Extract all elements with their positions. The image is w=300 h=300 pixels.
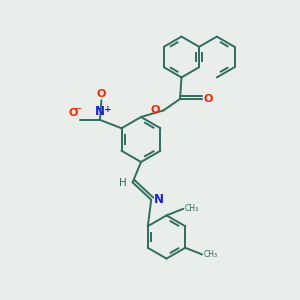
Text: CH₃: CH₃ (203, 250, 217, 259)
Text: O: O (151, 105, 160, 115)
Text: H: H (119, 178, 127, 188)
Text: O: O (97, 89, 106, 99)
Text: CH₃: CH₃ (184, 204, 199, 213)
Text: O: O (68, 108, 77, 118)
Text: N: N (154, 193, 164, 206)
Text: O: O (204, 94, 213, 104)
Text: N: N (95, 105, 105, 118)
Text: −: − (74, 104, 82, 114)
Text: +: + (104, 106, 111, 115)
